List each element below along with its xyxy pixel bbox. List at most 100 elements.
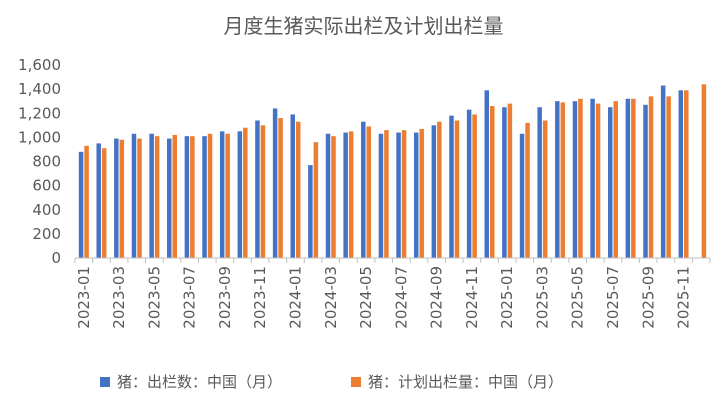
bar-actual — [643, 104, 648, 259]
bar-planned — [331, 136, 336, 258]
bar-actual — [343, 132, 348, 258]
y-tick-label: 800 — [32, 153, 61, 171]
bar-planned — [137, 138, 142, 258]
bar-planned — [154, 136, 160, 258]
bar-planned — [613, 101, 618, 258]
x-tick-label: 2024-03 — [322, 266, 340, 329]
bar-planned — [260, 125, 266, 258]
y-tick-label: 1,200 — [18, 104, 61, 122]
bar-planned — [401, 130, 407, 258]
bar-planned — [172, 134, 178, 258]
bar-actual — [660, 85, 666, 258]
x-tick-label: 2023-01 — [75, 266, 93, 329]
x-tick-label: 2025-07 — [604, 266, 622, 329]
bar-actual — [272, 108, 278, 258]
bar-actual — [96, 143, 101, 258]
bar-planned — [578, 98, 583, 259]
bar-planned — [507, 103, 513, 258]
bar-actual — [572, 101, 578, 258]
x-tick-label: 2025-01 — [498, 266, 516, 329]
y-axis: 0 200 400 600 800 1,000 1,200 1,400 1,600 — [18, 56, 61, 267]
bar-actual — [378, 133, 384, 258]
bar-planned — [278, 118, 283, 258]
bar-actual — [625, 98, 631, 259]
bar-actual — [149, 133, 154, 258]
x-tick-label: 2025-03 — [533, 266, 551, 329]
x-tick-label: 2023-11 — [251, 266, 269, 329]
bar-planned — [631, 98, 636, 259]
legend-label: 猪：计划出栏量：中国（月） — [368, 373, 563, 391]
x-tick-label: 2023-09 — [216, 266, 234, 329]
x-tick-label: 2023-07 — [181, 266, 199, 329]
x-tick-label: 2024-07 — [392, 266, 410, 329]
y-tick-label: 1,600 — [18, 56, 61, 74]
bar-actual — [361, 121, 366, 258]
bar-actual — [131, 133, 137, 258]
bar-actual — [308, 165, 313, 258]
y-tick-label: 0 — [51, 249, 61, 267]
bar-actual — [519, 133, 525, 258]
bar-planned — [490, 106, 495, 258]
x-tick-label: 2024-05 — [357, 266, 375, 329]
bar-planned — [190, 136, 195, 258]
bar-planned — [295, 121, 301, 258]
bar-actual — [396, 132, 401, 258]
y-tick-label: 1,000 — [18, 128, 61, 146]
bar-planned — [648, 96, 654, 258]
bar-planned — [84, 145, 89, 258]
bar-actual — [114, 138, 119, 258]
bar-actual — [449, 115, 454, 258]
bar-actual — [255, 120, 260, 258]
bar-planned — [472, 114, 477, 258]
bar-planned — [701, 84, 707, 258]
bar-planned — [595, 103, 601, 258]
bar-planned — [419, 128, 424, 258]
legend: 猪：出栏数：中国（月） 猪：计划出栏量：中国（月） — [100, 373, 563, 391]
bar-actual — [325, 133, 331, 258]
bar-planned — [243, 127, 248, 258]
bar-actual — [607, 107, 613, 258]
bar-actual — [431, 125, 437, 258]
bar-planned — [454, 120, 460, 258]
x-tick-label: 2024-11 — [463, 266, 481, 329]
bar-planned — [366, 126, 372, 258]
bar-actual — [413, 132, 419, 258]
x-tick-label: 2024-01 — [286, 266, 304, 329]
bar-actual — [502, 107, 507, 258]
bar-planned — [525, 122, 530, 259]
bar-planned — [101, 148, 107, 258]
legend-swatch — [100, 377, 110, 387]
bar-actual — [484, 90, 490, 258]
bar-planned — [684, 90, 689, 258]
bar-actual — [167, 138, 172, 258]
bar-actual — [202, 136, 207, 258]
bar-planned — [384, 130, 389, 258]
bar-actual — [678, 90, 684, 258]
y-tick-label: 200 — [32, 225, 61, 243]
x-tick-label: 2025-05 — [569, 266, 587, 329]
y-tick-label: 400 — [32, 201, 61, 219]
chart-title: 月度生猪实际出栏及计划出栏量 — [224, 14, 504, 38]
bar-actual — [78, 151, 84, 258]
bar-actual — [290, 114, 295, 258]
bar-planned — [560, 102, 566, 258]
bar-actual — [590, 98, 595, 259]
bar-planned — [437, 121, 442, 258]
bar-actual — [219, 131, 225, 258]
legend-item-actual: 猪：出栏数：中国（月） — [100, 373, 282, 391]
bar-planned — [119, 139, 125, 258]
bar-planned — [225, 133, 230, 258]
bar-actual — [466, 109, 472, 258]
bar-planned — [207, 133, 213, 258]
x-tick-label: 2025-09 — [639, 266, 657, 329]
x-tick-label: 2025-11 — [675, 266, 693, 329]
bar-planned — [313, 142, 319, 258]
x-tick-label: 2023-05 — [145, 266, 163, 329]
bar-actual — [237, 131, 243, 258]
x-tick-label: 2024-09 — [428, 266, 446, 329]
bar-planned — [666, 96, 671, 258]
bar-actual — [537, 107, 542, 258]
bar-planned — [348, 131, 354, 258]
